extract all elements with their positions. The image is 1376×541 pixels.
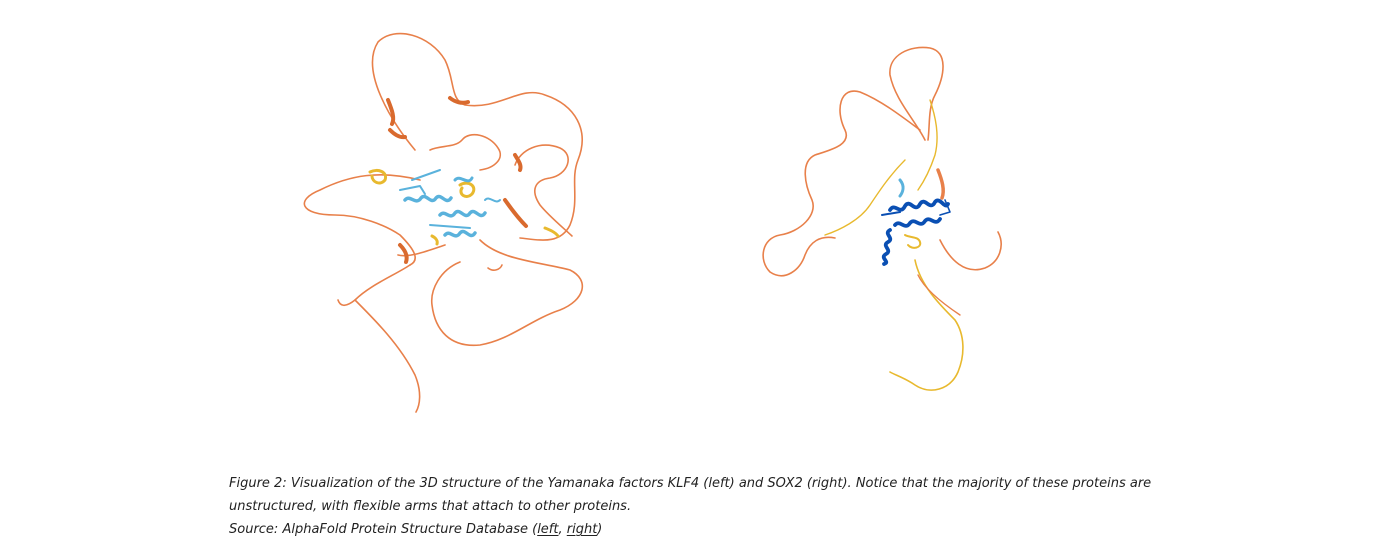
sox2-structure-image (762, 46, 1002, 391)
figure (303, 32, 1002, 413)
figure-caption: Figure 2: Visualization of the 3D struct… (229, 472, 1169, 541)
source-link-left[interactable]: left (537, 522, 559, 537)
source-separator: , (558, 522, 567, 537)
caption-text: Figure 2: Visualization of the 3D struct… (229, 476, 1152, 514)
klf4-structure-image (303, 32, 1002, 413)
caption-source: Source: AlphaFold Protein Structure Data… (229, 518, 1169, 541)
source-prefix: Source: AlphaFold Protein Structure Data… (229, 522, 538, 537)
source-suffix: ) (597, 522, 603, 537)
source-link-right[interactable]: right (566, 522, 598, 537)
